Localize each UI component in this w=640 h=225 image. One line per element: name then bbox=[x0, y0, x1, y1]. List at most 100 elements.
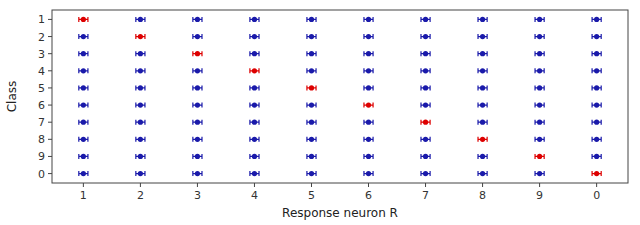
point bbox=[195, 85, 200, 90]
x-tick-label: 3 bbox=[194, 189, 201, 202]
point bbox=[480, 17, 485, 22]
error-bar bbox=[250, 68, 259, 73]
error-bar bbox=[193, 120, 202, 125]
point bbox=[423, 68, 428, 73]
point bbox=[309, 17, 314, 22]
point bbox=[594, 120, 599, 125]
point bbox=[594, 51, 599, 56]
y-tick bbox=[48, 36, 52, 37]
error-bar bbox=[136, 68, 145, 73]
point bbox=[480, 137, 485, 142]
point bbox=[537, 51, 542, 56]
y-tick bbox=[48, 70, 52, 71]
point bbox=[366, 85, 371, 90]
y-tick-label: 3 bbox=[38, 48, 45, 61]
error-bar bbox=[136, 34, 145, 39]
x-tick bbox=[482, 183, 483, 187]
point bbox=[423, 171, 428, 176]
point bbox=[537, 120, 542, 125]
point bbox=[594, 85, 599, 90]
error-bar bbox=[592, 51, 601, 56]
error-bar bbox=[364, 137, 373, 142]
error-bar bbox=[136, 103, 145, 108]
point bbox=[537, 154, 542, 159]
error-bar bbox=[478, 120, 487, 125]
error-bar bbox=[136, 85, 145, 90]
x-tick-label: 5 bbox=[308, 189, 315, 202]
error-bar bbox=[250, 103, 259, 108]
error-bar bbox=[250, 137, 259, 142]
point bbox=[195, 17, 200, 22]
point bbox=[138, 51, 143, 56]
error-bar bbox=[136, 171, 145, 176]
error-bar bbox=[79, 137, 88, 142]
point bbox=[81, 154, 86, 159]
point bbox=[480, 102, 485, 107]
point bbox=[366, 120, 371, 125]
error-bar bbox=[193, 51, 202, 56]
error-bar bbox=[307, 17, 316, 22]
point bbox=[366, 68, 371, 73]
error-bar bbox=[364, 68, 373, 73]
point bbox=[138, 68, 143, 73]
error-bar bbox=[136, 17, 145, 22]
error-bar bbox=[79, 103, 88, 108]
y-tick bbox=[48, 173, 52, 174]
point bbox=[252, 51, 257, 56]
point bbox=[423, 120, 428, 125]
error-bar bbox=[592, 85, 601, 90]
error-bar bbox=[535, 68, 544, 73]
error-bar bbox=[250, 34, 259, 39]
error-bar bbox=[421, 103, 430, 108]
point bbox=[81, 102, 86, 107]
point bbox=[81, 68, 86, 73]
x-tick-label: 9 bbox=[536, 189, 543, 202]
x-tick bbox=[254, 183, 255, 187]
y-tick bbox=[48, 87, 52, 88]
y-tick-label: 5 bbox=[38, 82, 45, 95]
point bbox=[138, 171, 143, 176]
y-tick bbox=[48, 156, 52, 157]
point bbox=[537, 17, 542, 22]
y-tick-label: 8 bbox=[38, 133, 45, 146]
error-bar bbox=[592, 68, 601, 73]
chart: 12345678901234567890Response neuron RCla… bbox=[0, 0, 640, 225]
point bbox=[366, 17, 371, 22]
point bbox=[138, 85, 143, 90]
y-tick bbox=[48, 53, 52, 54]
point bbox=[309, 34, 314, 39]
point bbox=[309, 120, 314, 125]
error-bar bbox=[592, 34, 601, 39]
error-bar bbox=[307, 34, 316, 39]
point bbox=[81, 171, 86, 176]
error-bar bbox=[478, 103, 487, 108]
error-bar bbox=[307, 120, 316, 125]
axes: 12345678901234567890 bbox=[38, 13, 600, 202]
y-tick-label: 4 bbox=[38, 65, 45, 78]
error-bar bbox=[535, 85, 544, 90]
error-bar bbox=[478, 68, 487, 73]
point bbox=[594, 17, 599, 22]
error-bar bbox=[79, 51, 88, 56]
error-bar bbox=[535, 17, 544, 22]
point bbox=[195, 137, 200, 142]
point bbox=[537, 102, 542, 107]
error-bar bbox=[250, 85, 259, 90]
error-bar bbox=[79, 120, 88, 125]
point bbox=[480, 34, 485, 39]
point bbox=[366, 102, 371, 107]
point bbox=[309, 171, 314, 176]
point bbox=[480, 68, 485, 73]
point bbox=[252, 68, 257, 73]
point bbox=[81, 17, 86, 22]
error-bar bbox=[592, 171, 601, 176]
point bbox=[366, 51, 371, 56]
y-tick-label: 6 bbox=[38, 99, 45, 112]
point bbox=[81, 34, 86, 39]
point bbox=[480, 120, 485, 125]
error-bar bbox=[535, 103, 544, 108]
error-bar bbox=[364, 171, 373, 176]
error-bar bbox=[250, 51, 259, 56]
y-tick bbox=[48, 105, 52, 106]
point bbox=[366, 171, 371, 176]
